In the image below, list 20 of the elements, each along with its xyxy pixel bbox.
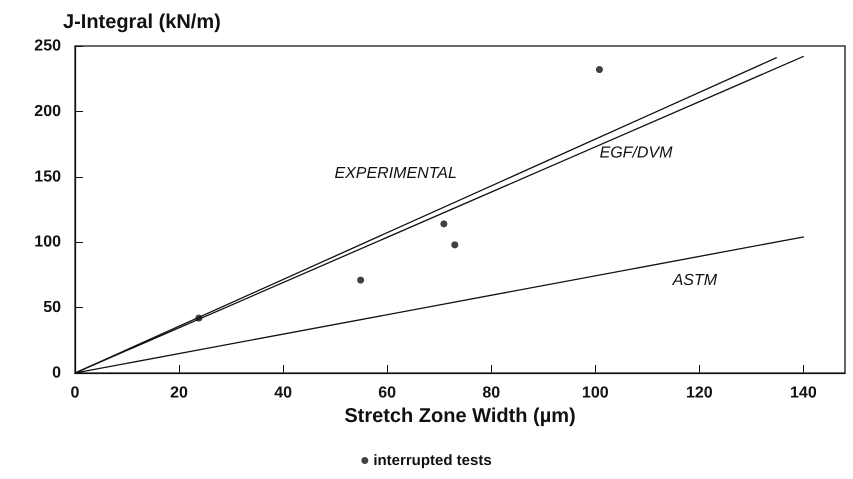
series-label: ASTM [672,272,718,290]
y-tick-label: 0 [52,364,62,382]
series-label: EXPERIMENTAL [334,164,457,182]
x-tick-label: 20 [170,384,188,402]
x-tick-label: 40 [274,384,292,402]
y-tick-label: 150 [34,168,62,186]
y-tick-label: 50 [43,299,62,316]
x-tick-label: 80 [482,384,500,402]
x-tick-label: 100 [582,384,609,402]
legend-label: interrupted tests [373,452,492,469]
x-axis-title: Stretch Zone Width (µm) [344,404,576,427]
y-tick-label: 100 [34,234,62,251]
y-tick-label: 200 [34,102,62,120]
x-tick-label: 0 [70,384,80,402]
y-tick-label: 250 [34,38,62,54]
series-label: EGF/DVM [600,144,674,162]
x-tick-label: 120 [686,384,713,402]
x-tick-label: 140 [790,384,817,402]
y-axis-title: J-Integral (kN/m) [63,11,221,33]
x-tick-label: 60 [378,384,396,402]
